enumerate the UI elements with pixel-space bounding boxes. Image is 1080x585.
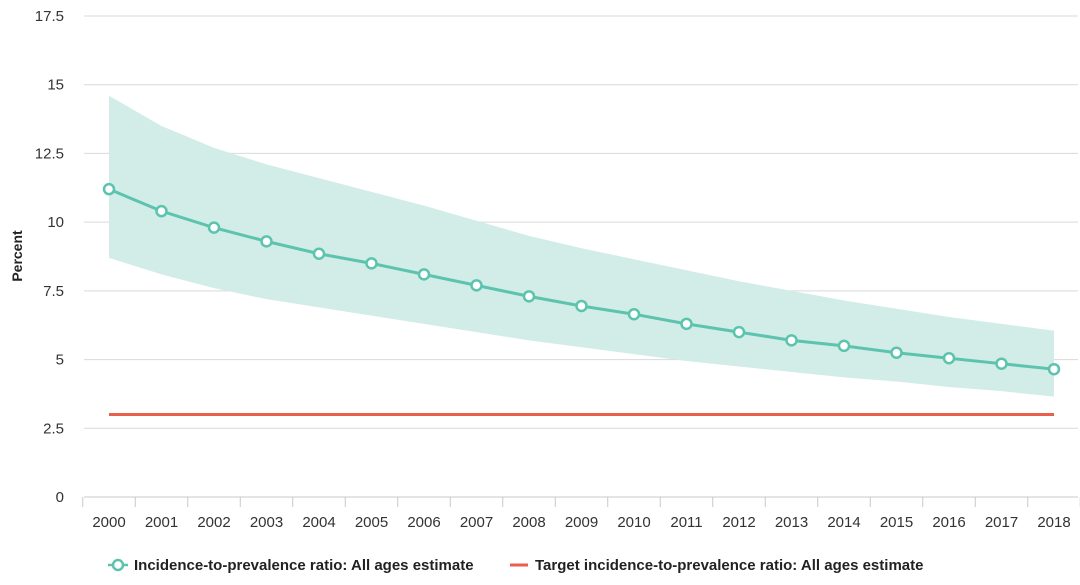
x-tick-label: 2018 [1037,514,1070,531]
data-point [1047,362,1061,376]
x-tick-label: 2007 [460,514,493,531]
y-tick-label: 2.5 [43,420,64,437]
x-tick-label: 2004 [302,514,335,531]
x-tick-label: 2016 [932,514,965,531]
data-point [942,351,956,365]
x-tick-label: 2005 [355,514,388,531]
uncertainty-band [109,95,1054,397]
data-point [312,247,326,261]
legend-marker-estimate [111,558,125,572]
confidence-band [109,95,1054,397]
y-tick-label: 12.5 [35,145,64,162]
data-point [732,325,746,339]
y-tick-label: 7.5 [43,283,64,300]
x-tick-label: 2008 [512,514,545,531]
x-tick-label: 2009 [565,514,598,531]
x-tick-label: 2006 [407,514,440,531]
y-tick-label: 0 [56,489,64,506]
x-tick-label: 2015 [880,514,913,531]
y-tick-label: 10 [47,214,64,231]
data-point [155,204,168,218]
x-tick-label: 2017 [985,514,1018,531]
legend: Incidence-to-prevalence ratio: All ages … [108,557,923,574]
data-point [207,221,221,234]
data-point [680,317,693,331]
data-point [785,334,798,347]
data-point [417,268,431,281]
x-tick-label: 2014 [827,514,860,531]
data-point [102,182,116,196]
x-tick-label: 2000 [92,514,125,531]
x-tick-label: 2001 [145,514,178,531]
axes: 0 2.5 5 7.5 10 12.5 15 17.5 2000 2001 2002 2003 2004… [35,8,1080,531]
y-tick-label: 17.5 [35,8,64,25]
data-point [365,257,378,270]
data-point [575,299,588,313]
data-point [890,346,903,359]
data-point [995,357,1008,370]
x-tick-label: 2003 [250,514,283,531]
x-tick-label: 2010 [617,514,650,531]
data-point [470,279,483,292]
x-tick-label: 2011 [670,514,702,531]
data-point [260,235,273,248]
x-tick-label: 2012 [722,514,755,531]
x-tick-label: 2002 [197,514,230,531]
data-point [837,339,851,353]
data-point [522,290,536,303]
y-axis-title: Percent [9,230,25,282]
series-lines [102,182,1061,417]
data-point [627,307,641,321]
y-tick-label: 5 [56,352,64,369]
x-tick-label: 2013 [775,514,808,531]
legend-label-estimate: Incidence-to-prevalence ratio: All ages … [134,557,474,574]
legend-label-target: Target incidence-to-prevalence ratio: Al… [535,557,923,574]
y-tick-label: 15 [47,77,64,94]
